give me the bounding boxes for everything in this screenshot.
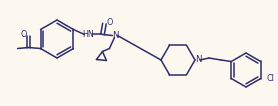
Text: HN: HN	[83, 30, 94, 39]
Text: O: O	[106, 18, 113, 27]
Text: O: O	[20, 30, 27, 39]
Text: N: N	[195, 56, 201, 64]
Text: N: N	[112, 31, 119, 40]
Text: Cl: Cl	[267, 74, 275, 83]
